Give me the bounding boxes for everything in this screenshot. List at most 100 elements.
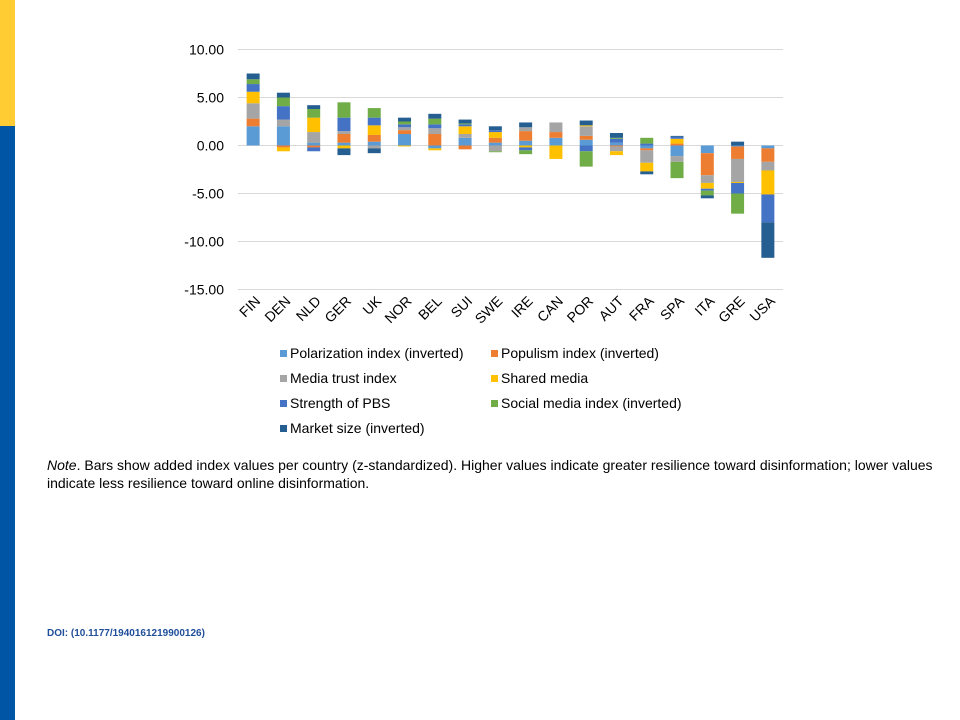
bar-segment [246,91,260,104]
bar-segment [428,148,442,151]
bar-segment [307,145,321,148]
bar-segment [609,145,623,147]
legend-item: Shared media [491,369,588,387]
bar-segment [640,137,654,144]
bar-segment [519,122,533,128]
bar-segment [519,147,533,151]
x-tick-label: ITA [691,292,717,318]
bar-segment [549,145,563,159]
bar-segment [488,126,502,131]
bar-segment [640,150,654,163]
bar-segment [276,126,290,146]
bar-segment [398,130,412,134]
bar-segment [579,139,593,146]
bar-segment [609,137,623,139]
bar-segment [458,126,472,134]
bar-segment [519,127,533,132]
bar-segment [579,145,593,152]
legend-label: Polarization index (inverted) [290,345,464,361]
bar-segment [670,136,684,139]
bar-segment [276,97,290,107]
bar-segment [428,118,442,125]
bar-segment [549,122,563,133]
x-tick-label: SWE [472,293,506,327]
side-accent-bar [0,126,15,720]
bar-segment [398,145,412,147]
bar-segment [307,132,321,143]
bar-segment [761,222,775,258]
x-tick-label: POR [564,293,597,326]
bar-segment [609,151,623,156]
bar-segment [519,145,533,148]
x-tick-label: GER [321,293,354,326]
bar-segment [519,131,533,141]
bar-segment [367,148,381,154]
bar-segment [519,140,533,146]
bar-segment [731,193,745,214]
bar-segment [398,124,412,128]
bar-segment [700,153,714,176]
bar-segment [700,195,714,199]
bar-segment [488,151,502,153]
bar-segment [488,130,502,133]
bar-segment [670,161,684,179]
bar-segment [337,133,351,143]
x-tick-label: FRA [626,292,658,324]
bar-segment [670,135,684,137]
bar-segment [670,145,684,157]
legend-label: Social media index (inverted) [501,395,682,411]
doi-link[interactable]: DOI: (10.1177/1940161219900126) [47,628,205,639]
bar-segment [640,162,654,172]
bar-segment [428,124,442,129]
x-tick-label: FIN [236,293,263,320]
bar-segment [761,148,775,162]
x-tick-label: NOR [381,293,414,326]
chart-note: Note. Bars show added index values per c… [47,456,937,492]
y-tick-label: -15.00 [184,282,224,298]
gridlines [238,49,783,290]
legend-label: Shared media [501,370,589,386]
legend-item: Polarization index (inverted) [280,344,464,362]
bar-segment [609,133,623,138]
bar-segment [640,143,654,146]
bar-segment [609,146,623,152]
bar-segment [579,125,593,127]
y-tick-label: 0.00 [197,138,224,154]
bar-segment [700,188,714,191]
bar-segment [246,103,260,119]
bar-segment [761,161,775,171]
bar-segment [731,141,745,146]
bar-segment [276,92,290,98]
bar-segment [609,138,623,143]
bar-segment [428,113,442,119]
bar-segment [731,145,745,147]
bar-segment [246,79,260,85]
legend-swatch [491,374,498,382]
legend-label: Strength of PBS [290,395,391,411]
bar-segment [640,148,654,151]
bar-segment [398,127,412,131]
bar-segment [549,132,563,138]
bar-segment [398,133,412,146]
bar-segment [488,142,502,146]
bar-segment [337,148,351,156]
bar-segment [640,145,654,149]
bar-segment [337,145,351,149]
note-label: Note [47,457,77,473]
legend-item: Market size (inverted) [280,419,425,437]
bar-segment [307,105,321,110]
bar-segment [458,119,472,124]
bar-segment [276,106,290,120]
bar-segment [246,73,260,80]
bar-segment [367,141,381,146]
bar-segment [337,117,351,132]
bar-segment [488,145,502,152]
bar-segment [761,170,775,195]
bar-segment [458,137,472,146]
y-tick-label: -10.00 [184,234,224,250]
bar-segment [398,117,412,122]
bar-segment [700,145,714,154]
bar-segment [700,175,714,183]
bar-segment [579,135,593,140]
